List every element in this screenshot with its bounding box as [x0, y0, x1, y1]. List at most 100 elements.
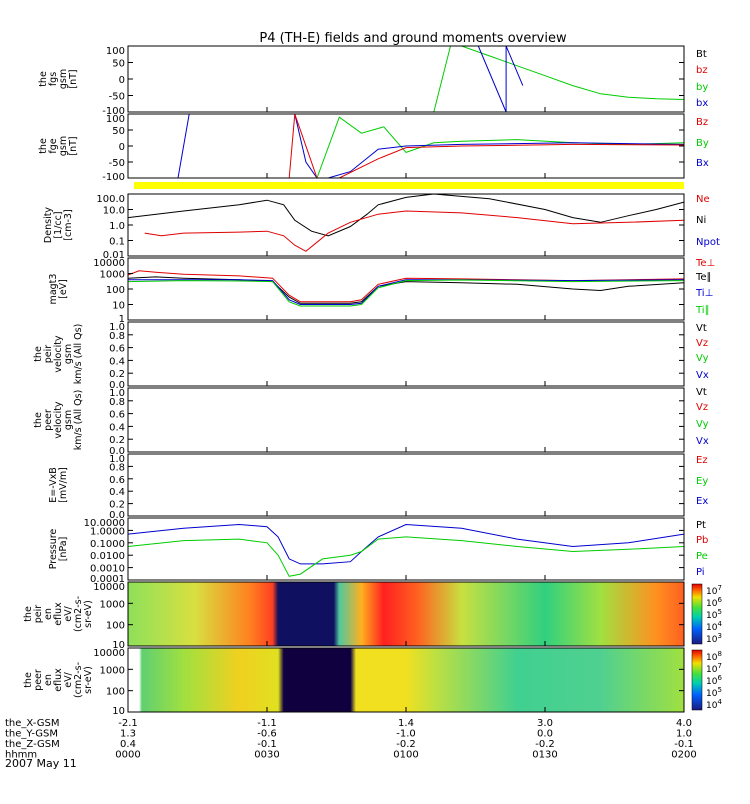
ylabel-line: km/s (All Qs) [73, 390, 84, 451]
legend-Pb: Pb [696, 535, 708, 546]
legend-Ez: Ez [696, 455, 708, 466]
ytick-label: 50 [112, 59, 125, 70]
ytick-label: 0.0 [109, 446, 125, 457]
ylabel-line: peer [43, 409, 54, 431]
xaxis-value: 0.4 [120, 739, 136, 750]
ytick-label: 0.8 [109, 462, 125, 473]
ylabel-line: [eV] [58, 279, 69, 299]
ytick-label: 0.2 [109, 435, 125, 446]
ytick-label: 10 [112, 706, 125, 717]
ytick-label: 0.8 [109, 397, 125, 408]
xaxis-value: -2.1 [118, 718, 138, 729]
ylabel-line: velocity [53, 401, 64, 439]
ylabel-line: gsm [63, 344, 74, 364]
legend-Ne: Ne [696, 194, 710, 205]
ylabel-line: the [23, 672, 34, 688]
ytick-label: -50 [109, 92, 125, 103]
ylabel-line: Pressure [48, 529, 59, 570]
panel-frame [127, 45, 685, 113]
ytick-label: 10.0 [103, 206, 125, 217]
ylabel-line: sr-eV) [83, 666, 94, 694]
xaxis-value: 0030 [254, 750, 279, 761]
series-Ti⊥ [128, 279, 685, 305]
ylabel-line: [cm-3] [63, 209, 74, 240]
series-Pe [127, 536, 685, 577]
ylabel-line: (cm2-s- [73, 662, 84, 698]
ytick-label: 10 [112, 301, 125, 312]
xaxis-value: -0.1 [257, 739, 277, 750]
xaxis-value: 3.0 [537, 718, 553, 729]
legend-Vz: Vz [696, 338, 708, 349]
ytick-label: 1.0000 [90, 526, 125, 537]
ylabel-line: Density [43, 207, 54, 243]
ytick-label: 100 [106, 285, 125, 296]
ytick-label: 10000 [93, 648, 125, 659]
series-Ni [127, 193, 685, 237]
legend-Ni: Ni [696, 215, 706, 226]
ytick-label: 0.6 [109, 475, 125, 486]
series-bx [477, 45, 524, 113]
spectrogram-image [128, 582, 684, 646]
ytick-label: 0.1 [109, 237, 125, 248]
ylabel-line: peir [43, 345, 54, 364]
ylabel-line: [nT] [68, 136, 79, 155]
xaxis-value: -1.1 [257, 718, 277, 729]
legend-Ti⊥: Ti⊥ [695, 288, 713, 299]
ytick-label: 0.4 [109, 487, 125, 498]
xaxis-value: 0200 [671, 750, 696, 761]
panel-fgs: Bt bz by bx 100 50 0 -50 -100 the fgs gsm [nT] [38, 45, 708, 117]
ytick-label: -50 [109, 158, 125, 169]
ylabel-line: gsm [58, 136, 69, 156]
spectrogram-image [128, 648, 684, 712]
legend-Pt: Pt [696, 520, 706, 531]
legend-By: By [696, 138, 709, 149]
ytick-label: 1000 [100, 665, 125, 676]
ylabel-line: magt3 [48, 274, 59, 305]
legend-Vx: Vx [696, 436, 709, 447]
legend-Npot: Npot [696, 237, 720, 248]
ylabel-line: gsm [63, 410, 74, 430]
xaxis-row-name: the_Z-GSM [5, 739, 60, 750]
ytick-label: 0.0100 [90, 551, 125, 562]
ytick-label: 1000 [100, 270, 125, 281]
ylabel-line: gsm [58, 69, 69, 89]
ylabel-line: eV/ [63, 605, 74, 621]
series-Pi [127, 523, 685, 565]
legend-Vy: Vy [696, 353, 709, 364]
panel-peir_velocity: Vt Vz Vy Vx 1.00.8 0.60.4 0.20.0 the peir velocit… [33, 321, 709, 391]
series-Bz [288, 113, 685, 179]
ylabel-line: peir [33, 605, 44, 624]
xaxis-value: 4.0 [676, 718, 692, 729]
ylabel-line: [mV/m] [58, 467, 69, 503]
legend-Bx: Bx [696, 158, 709, 169]
date-label: 2007 May 11 [5, 757, 77, 770]
ylabel-line: the [38, 138, 49, 154]
ylabel-line: (cm2-s- [73, 596, 84, 632]
ytick-label: 0.8 [109, 331, 125, 342]
panel-frame [127, 517, 685, 581]
colorbar-tick: 104 [706, 698, 722, 711]
legend-Ey: Ey [696, 476, 708, 487]
figure-title: P4 (TH-E) fields and ground moments over… [259, 31, 567, 46]
legend-Pi: Pi [696, 567, 705, 578]
colorbar [691, 649, 703, 711]
xaxis-value: 0130 [532, 750, 557, 761]
ylabel-line: the [33, 346, 44, 362]
ytick-label: 0.0001 [90, 574, 125, 585]
xaxis-value: -0.2 [535, 739, 555, 750]
series-Ti∥ [127, 279, 685, 307]
ylabel-line: velocity [53, 335, 64, 373]
panel-frame [127, 387, 685, 453]
ytick-label: 1.0 [109, 388, 125, 399]
ytick-label: 0.2 [109, 369, 125, 380]
legend-Vz: Vz [696, 402, 708, 413]
xaxis-row-name: hhmm [5, 750, 37, 761]
ylabel-line: the [38, 71, 49, 87]
xaxis-value: -0.6 [257, 729, 277, 740]
xaxis-row-name: the_Y-GSM [5, 729, 58, 740]
panel-efield: Ez Ey Ex 1.00.8 0.60.4 0.20.0 E=-VxB [mV/m] [48, 453, 708, 521]
